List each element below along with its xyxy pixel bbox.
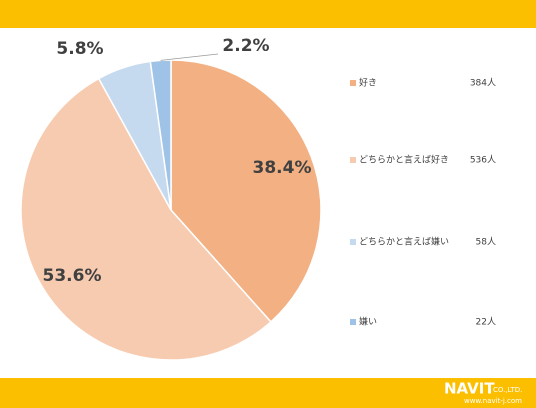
data-label: 2.2% xyxy=(222,36,269,56)
data-label: 53.6% xyxy=(43,266,102,286)
legend-swatch xyxy=(350,80,356,86)
url: www.navit-j.com xyxy=(464,397,522,405)
company: CO.,LTD. xyxy=(493,386,522,394)
legend-label: 好き xyxy=(359,77,377,89)
legend-swatch xyxy=(350,319,356,325)
legend-swatch xyxy=(350,239,356,245)
top-bar xyxy=(0,0,536,28)
legend-count: 58人 xyxy=(476,237,496,248)
data-label: 38.4% xyxy=(253,158,312,178)
legend-count: 384人 xyxy=(470,78,496,89)
pie-slice xyxy=(20,77,272,361)
logo: NAVIT xyxy=(444,380,495,398)
legend-label: 嫌い xyxy=(359,316,377,328)
leader-line xyxy=(160,53,219,61)
legend-label: どちらかと言えば嫌い xyxy=(359,236,449,248)
data-label: 5.8% xyxy=(56,39,103,59)
legend-count: 536人 xyxy=(470,155,496,166)
bottom-bar xyxy=(0,378,536,408)
pie-slice xyxy=(149,59,172,211)
legend-swatch xyxy=(350,157,356,163)
pie-slice xyxy=(170,59,322,323)
legend-label: どちらかと言えば好き xyxy=(359,154,449,166)
legend-count: 22人 xyxy=(476,317,496,328)
